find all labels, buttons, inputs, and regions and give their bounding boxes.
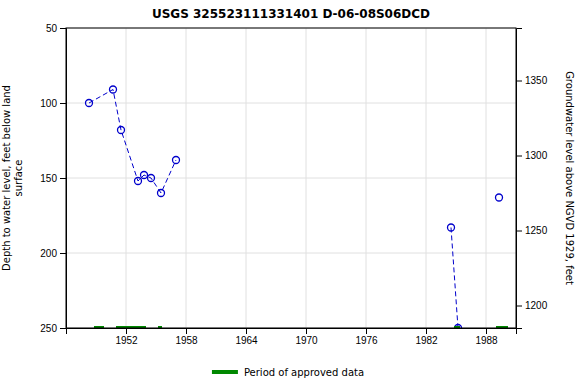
- tick-label: 200: [40, 248, 57, 259]
- grid-line: [66, 178, 516, 179]
- tick-label: 1976: [355, 335, 378, 346]
- axis: 50 100 150 200 250: [40, 23, 66, 334]
- tick-label: 1250: [525, 225, 548, 236]
- tick: 1976: [355, 328, 378, 346]
- tick-label: 250: [40, 323, 57, 334]
- tick-mark: [426, 328, 427, 334]
- tick-mark: [186, 328, 187, 334]
- tick-label: 150: [40, 173, 57, 184]
- legend: Period of approved data: [212, 367, 364, 378]
- axis-line: [517, 29, 523, 329]
- tick: 100: [40, 98, 66, 109]
- tick-mark: [516, 156, 522, 157]
- tick: 150: [40, 173, 66, 184]
- tick-mark: [60, 253, 66, 254]
- tick-label: 1350: [525, 75, 548, 86]
- tick: 250: [40, 323, 66, 334]
- data-point: [118, 127, 125, 134]
- tick-label: 1300: [525, 150, 548, 161]
- data-point: [496, 194, 503, 201]
- data-point: [448, 224, 455, 231]
- tick-label: 50: [46, 23, 58, 34]
- tick-mark: [60, 103, 66, 104]
- tick-label: 1964: [235, 335, 258, 346]
- legend-swatch: [212, 370, 238, 374]
- chart-container: 1952 1958 1964 1970 1976 1982 1988 50 100 150 200 2…: [0, 0, 576, 384]
- y-axis-title-line: Depth to water level, feet below land: [1, 85, 12, 271]
- y-axis-title-line: surface: [13, 160, 24, 197]
- grid-line: [66, 103, 516, 104]
- tick-mark: [60, 28, 66, 29]
- data-point: [148, 175, 155, 182]
- tick-label: 1952: [115, 335, 138, 346]
- tick-mark: [60, 328, 66, 329]
- tick-mark: [126, 328, 127, 334]
- tick: 1988: [475, 328, 498, 346]
- tick-label: 1982: [415, 335, 438, 346]
- tick-mark: [60, 178, 66, 179]
- tick-mark: [246, 328, 247, 334]
- y-axis-title: Depth to water level, feet below landsur…: [1, 85, 24, 271]
- series: [496, 194, 503, 201]
- tick: 1982: [415, 328, 438, 346]
- data-point: [173, 157, 180, 164]
- data-marks: [86, 86, 509, 328]
- axis-line: [60, 29, 67, 329]
- plot-frame: [66, 28, 516, 328]
- tick: 1200: [516, 300, 548, 311]
- tick: 200: [40, 248, 66, 259]
- data-point: [158, 190, 165, 197]
- tick-mark: [516, 231, 522, 232]
- chart-svg: 1952 1958 1964 1970 1976 1982 1988 50 100 150 200 2…: [0, 0, 576, 384]
- data-point: [135, 178, 142, 185]
- axis-line: [67, 329, 517, 335]
- chart-title: USGS 325523111331401 D-06-08S06DCD: [152, 7, 430, 21]
- tick-mark: [516, 306, 522, 307]
- data-point: [86, 100, 93, 107]
- tick-label: 1958: [175, 335, 198, 346]
- tick-label: 1988: [475, 335, 498, 346]
- tick-label: 1970: [295, 335, 318, 346]
- series-line: [89, 90, 176, 194]
- grid-line: [66, 253, 516, 254]
- series: [86, 86, 180, 197]
- series-line: [451, 228, 458, 329]
- axis: 1200 1250 1300 1350: [516, 29, 548, 329]
- tick-mark: [516, 81, 522, 82]
- grid: [66, 28, 516, 328]
- plot-area: 1952 1958 1964 1970 1976 1982 1988 50 100 150 200 2…: [40, 23, 547, 346]
- tick-label: 100: [40, 98, 57, 109]
- y2-axis-title: Groundwater level above NGVD 1929, feet: [564, 71, 575, 285]
- data-point: [141, 172, 148, 179]
- legend-label: Period of approved data: [244, 367, 364, 378]
- tick-mark: [486, 328, 487, 334]
- tick: 1958: [175, 328, 198, 346]
- tick-mark: [306, 328, 307, 334]
- tick: 1300: [516, 150, 548, 161]
- tick: 1970: [295, 328, 318, 346]
- series: [448, 224, 462, 328]
- legend-item: Period of approved data: [212, 367, 364, 378]
- tick: 50: [46, 23, 66, 34]
- tick: 1250: [516, 225, 548, 236]
- tick: 1952: [115, 328, 138, 346]
- tick: 1350: [516, 75, 548, 86]
- tick-mark: [366, 328, 367, 334]
- axis: 1952 1958 1964 1970 1976 1982 1988: [67, 328, 517, 346]
- tick: 1964: [235, 328, 258, 346]
- tick-label: 1200: [525, 300, 548, 311]
- data-point: [110, 86, 117, 93]
- data-point: [455, 325, 462, 329]
